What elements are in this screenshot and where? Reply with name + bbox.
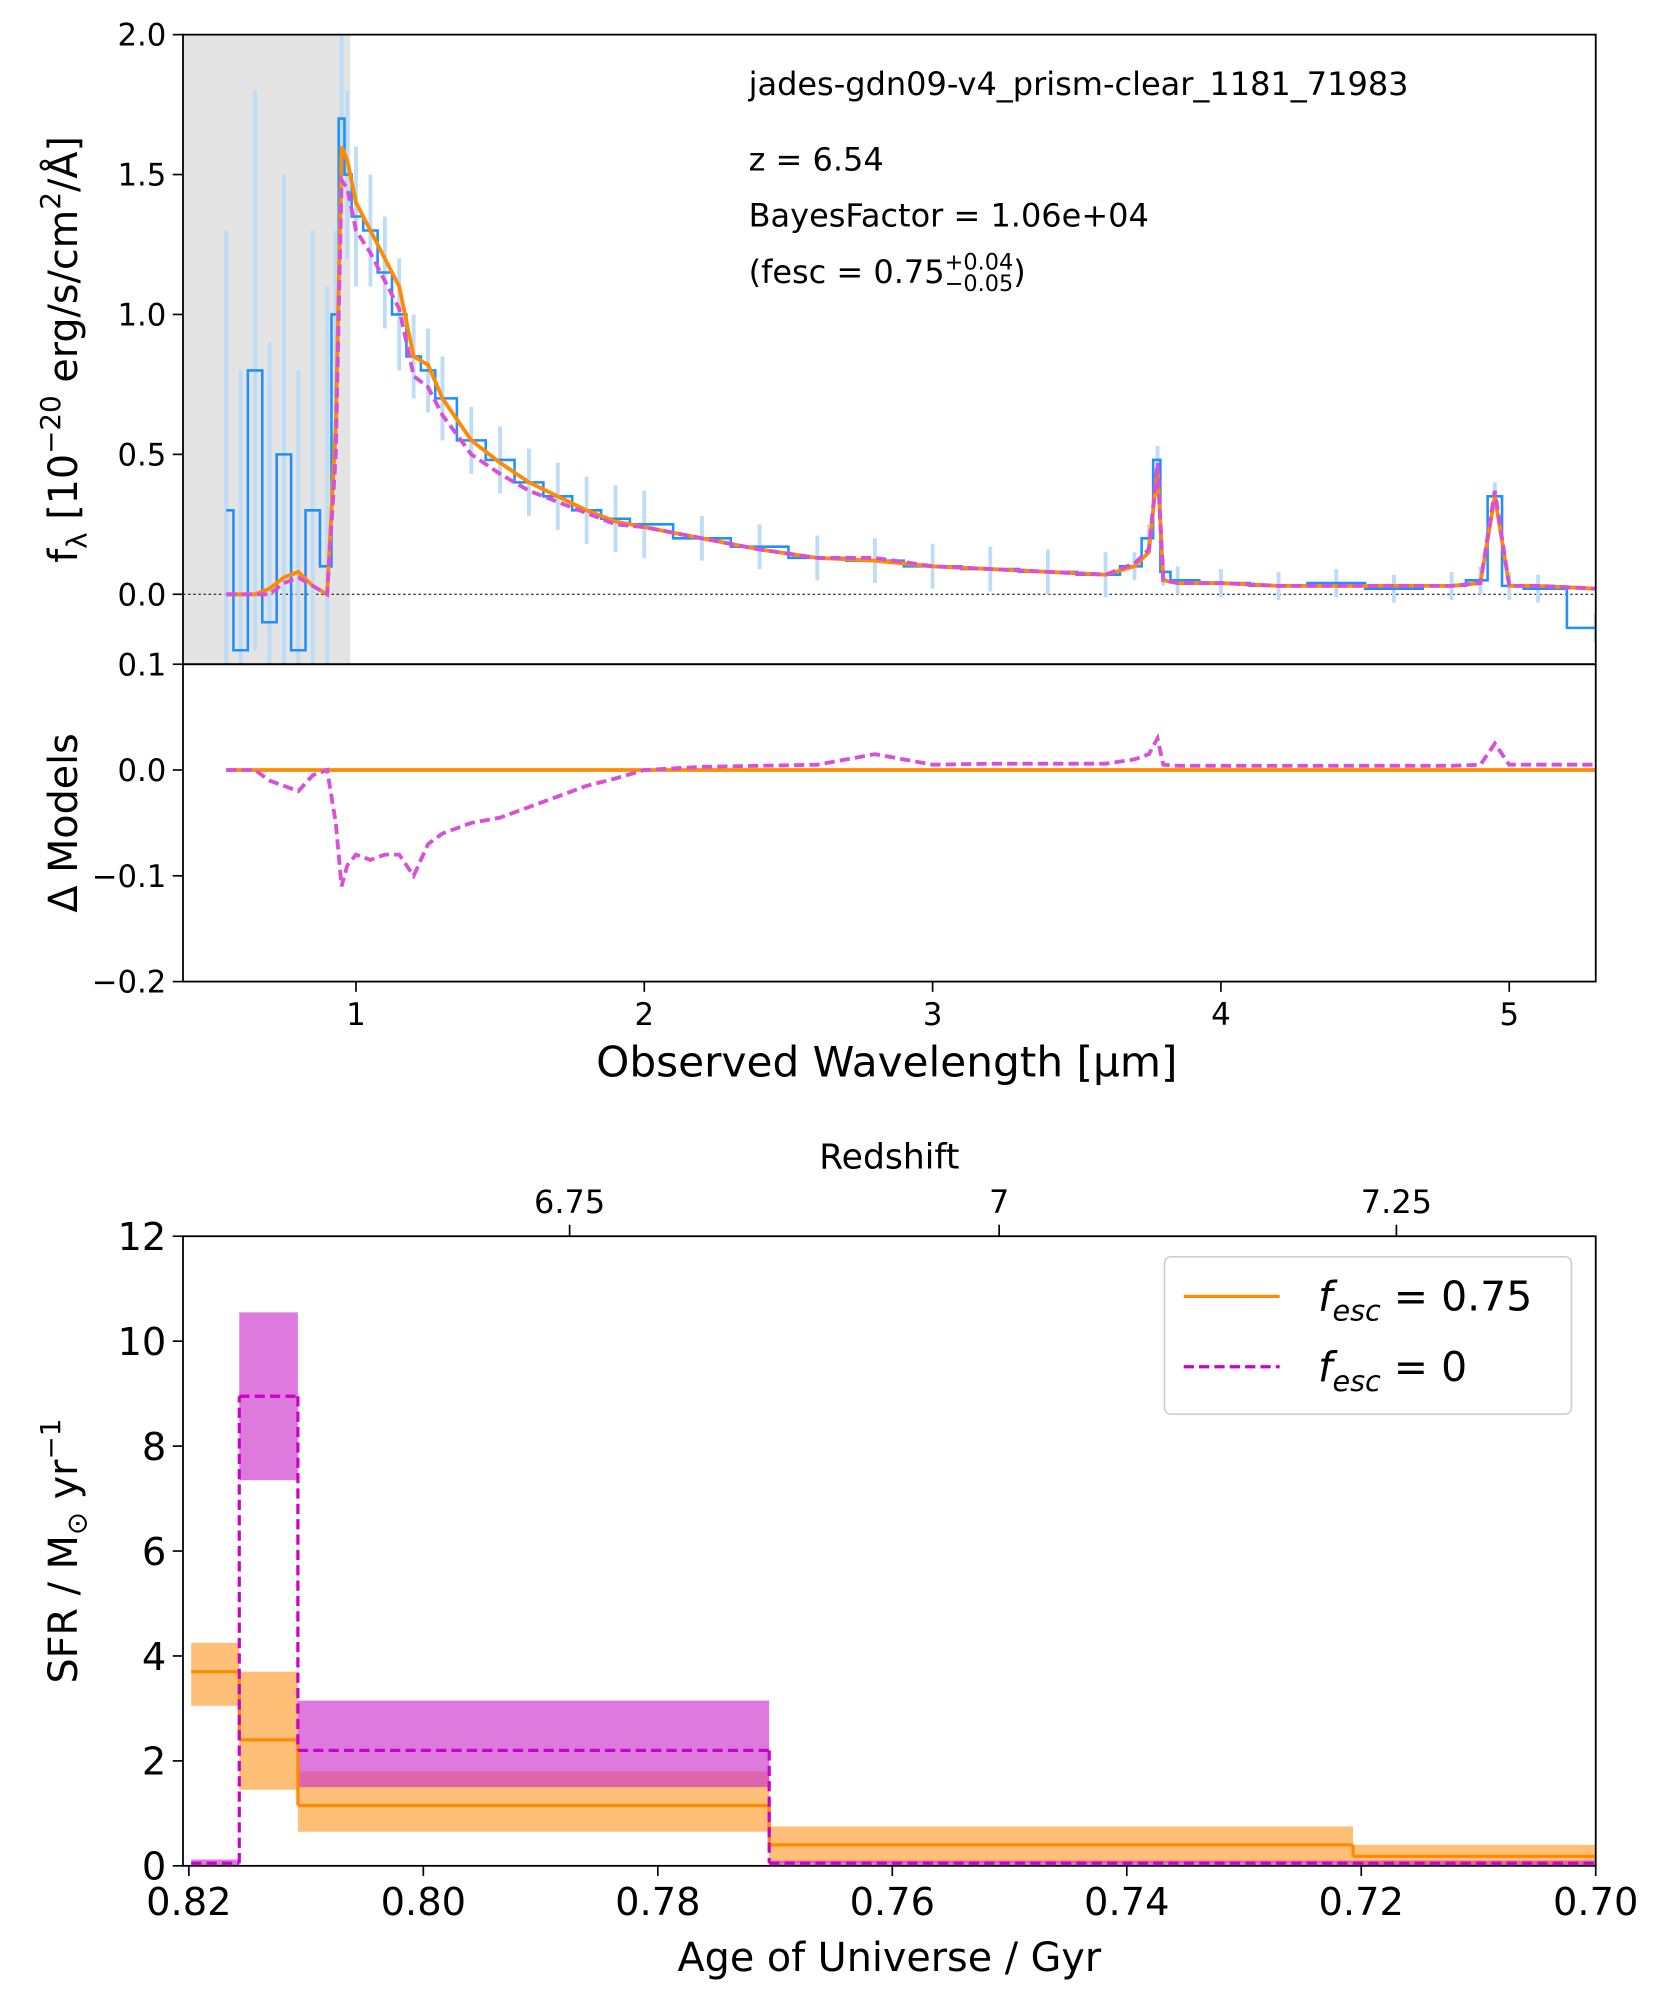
x-tick-label: 0.76 xyxy=(850,1880,935,1925)
x-tick-label: 0.72 xyxy=(1319,1880,1404,1925)
y-tick-label: 6 xyxy=(142,1530,166,1575)
y-axis-label: SFR / M⊙ yr−1 xyxy=(34,1419,94,1684)
text-part: ⊙ xyxy=(61,1512,94,1535)
x2-tick-label: 6.75 xyxy=(534,1183,605,1221)
axes-frame xyxy=(182,663,1597,983)
y-tick-label: 0.0 xyxy=(118,577,167,613)
y-tick-label: 2 xyxy=(142,1740,166,1785)
x-tick-label: 3 xyxy=(923,997,943,1033)
y-axis-label: Δ Models xyxy=(41,733,87,912)
text-part: erg/s/cm xyxy=(41,210,87,396)
text-part: λ xyxy=(61,532,94,548)
text-part: −20 xyxy=(34,395,67,454)
uncertainty-band xyxy=(297,1700,770,1788)
text-part: /Å] xyxy=(40,136,87,192)
x2-axis-label: Redshift xyxy=(819,1137,959,1177)
axes-frame xyxy=(182,1235,1597,1867)
y-tick-label: 8 xyxy=(142,1425,166,1470)
text-part: SFR / M xyxy=(41,1535,87,1683)
text-part: [10 xyxy=(41,454,87,533)
text-part: = 0 xyxy=(1381,1343,1467,1391)
y-tick-label: 0.1 xyxy=(118,647,167,683)
text-part: (fesc = 0.75 xyxy=(749,253,945,291)
series-line xyxy=(226,732,1596,887)
plot-area xyxy=(182,34,1596,665)
y-tick-label: 10 xyxy=(118,1320,167,1365)
axes-frame xyxy=(182,33,1597,666)
plot-area xyxy=(226,732,1596,887)
x-tick-label: 0.80 xyxy=(381,1880,466,1925)
series-line xyxy=(226,174,1596,598)
y-tick-label: 2.0 xyxy=(118,18,167,54)
x-tick-label: 0.70 xyxy=(1553,1880,1638,1925)
uncertainty-band xyxy=(1353,1860,1596,1866)
text-part: esc xyxy=(1332,1294,1381,1328)
plot-area xyxy=(191,1312,1596,1866)
x2-tick-label: 7 xyxy=(989,1183,1009,1221)
annotation: jades-gdn09-v4_prism-clear_1181_71983 xyxy=(748,65,1409,103)
text-part: esc xyxy=(1332,1364,1381,1398)
x-tick-label: 0.74 xyxy=(1084,1880,1169,1925)
x-tick-label: 5 xyxy=(1499,997,1519,1033)
x-axis-label: Observed Wavelength [µm] xyxy=(596,1037,1177,1086)
y-axis-label: fλ [10−20 erg/s/cm2/Å] xyxy=(34,136,94,563)
x-axis-label: Age of Universe / Gyr xyxy=(678,1935,1102,1981)
text-part: +0.04 xyxy=(945,249,1014,275)
text-part: = 0.75 xyxy=(1381,1272,1532,1320)
annotation: BayesFactor = 1.06e+04 xyxy=(749,197,1149,235)
x-tick-label: 0.78 xyxy=(615,1880,700,1925)
x2-tick-label: 7.25 xyxy=(1361,1183,1432,1221)
y-tick-label: 4 xyxy=(142,1635,166,1680)
y-tick-label: 12 xyxy=(118,1215,167,1260)
legend-label: fesc = 0.75 xyxy=(1318,1272,1532,1327)
shaded-region xyxy=(182,34,351,665)
y-tick-label: −0.1 xyxy=(92,859,167,895)
text-part: f xyxy=(41,548,87,563)
text-part: −1 xyxy=(34,1419,67,1460)
x-tick-label: 1 xyxy=(346,997,366,1033)
text-part: −0.05 xyxy=(945,271,1014,297)
y-tick-label: 1.0 xyxy=(118,298,167,334)
x-tick-label: 0.82 xyxy=(146,1880,231,1925)
text-part: Δ Models xyxy=(41,733,87,912)
y-tick-label: 0.5 xyxy=(118,437,167,473)
y-tick-label: 0 xyxy=(142,1845,166,1890)
text-part: ) xyxy=(1013,253,1025,291)
y-tick-label: 1.5 xyxy=(118,158,167,194)
text-part: 2 xyxy=(34,192,67,210)
text-part: yr xyxy=(41,1459,87,1512)
y-tick-label: 0.0 xyxy=(118,753,167,789)
uncertainty-band xyxy=(239,1671,298,1790)
x-tick-label: 4 xyxy=(1211,997,1231,1033)
annotation: (fesc = 0.75+0.04 −0.05) xyxy=(749,249,1026,296)
annotation: z = 6.54 xyxy=(749,140,884,178)
uncertainty-band xyxy=(191,1642,240,1706)
y-tick-label: −0.2 xyxy=(92,965,167,1001)
x-tick-label: 2 xyxy=(635,997,655,1033)
